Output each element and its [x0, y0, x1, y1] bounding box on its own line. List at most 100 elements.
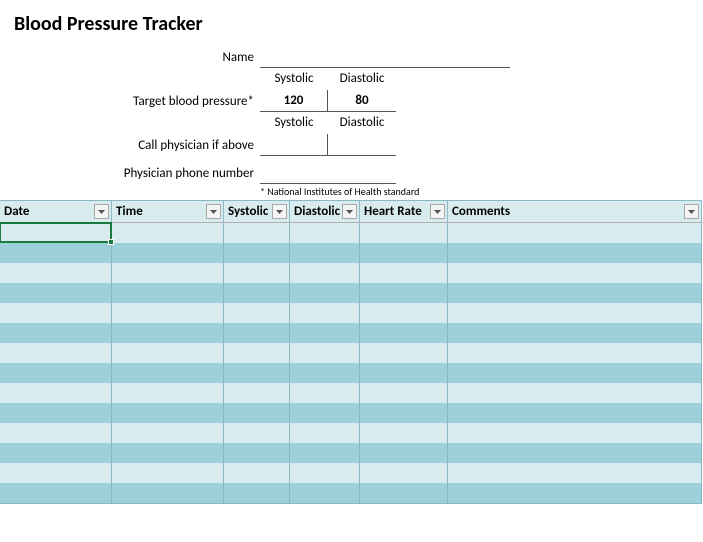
table-cell[interactable] — [112, 463, 224, 483]
name-input[interactable] — [260, 46, 510, 68]
table-cell[interactable] — [224, 463, 290, 483]
table-cell[interactable] — [0, 343, 112, 363]
table-cell[interactable] — [448, 223, 701, 243]
table-cell[interactable] — [112, 483, 224, 503]
table-cell[interactable] — [224, 383, 290, 403]
table-cell[interactable] — [448, 243, 701, 263]
col-header-date[interactable]: Date — [0, 201, 112, 222]
table-cell[interactable] — [224, 363, 290, 383]
table-cell[interactable] — [112, 343, 224, 363]
table-cell[interactable] — [448, 323, 701, 343]
table-cell[interactable] — [0, 303, 112, 323]
table-cell[interactable] — [448, 423, 701, 443]
table-cell[interactable] — [360, 343, 448, 363]
table-cell[interactable] — [360, 363, 448, 383]
table-cell[interactable] — [0, 483, 112, 503]
table-cell[interactable] — [112, 283, 224, 303]
table-cell[interactable] — [224, 343, 290, 363]
table-cell[interactable] — [112, 403, 224, 423]
table-cell[interactable] — [360, 323, 448, 343]
table-cell[interactable] — [112, 243, 224, 263]
table-cell[interactable] — [112, 363, 224, 383]
table-cell[interactable] — [360, 463, 448, 483]
call-diastolic-input[interactable] — [328, 134, 396, 156]
table-cell[interactable] — [290, 483, 360, 503]
table-cell[interactable] — [0, 403, 112, 423]
filter-dropdown-icon[interactable] — [684, 204, 699, 219]
table-cell[interactable] — [360, 303, 448, 323]
table-cell[interactable] — [290, 463, 360, 483]
table-cell[interactable] — [290, 383, 360, 403]
table-cell[interactable] — [0, 463, 112, 483]
table-cell[interactable] — [290, 283, 360, 303]
table-cell[interactable] — [290, 403, 360, 423]
table-cell[interactable] — [224, 403, 290, 423]
col-header-comments[interactable]: Comments — [448, 201, 701, 222]
table-cell[interactable] — [360, 483, 448, 503]
table-cell[interactable] — [360, 263, 448, 283]
table-cell[interactable] — [360, 223, 448, 243]
table-cell[interactable] — [448, 403, 701, 423]
table-cell[interactable] — [290, 423, 360, 443]
table-cell[interactable] — [0, 263, 112, 283]
table-cell[interactable] — [0, 243, 112, 263]
call-systolic-input[interactable] — [260, 134, 328, 156]
table-cell[interactable] — [0, 443, 112, 463]
table-cell[interactable] — [360, 443, 448, 463]
table-cell[interactable] — [360, 283, 448, 303]
phone-input[interactable] — [260, 162, 396, 184]
table-cell[interactable] — [112, 263, 224, 283]
table-cell[interactable] — [0, 223, 112, 243]
table-cell[interactable] — [448, 283, 701, 303]
table-cell[interactable] — [290, 223, 360, 243]
table-cell[interactable] — [224, 303, 290, 323]
col-header-diastolic[interactable]: Diastolic — [290, 201, 360, 222]
table-cell[interactable] — [112, 423, 224, 443]
table-cell[interactable] — [290, 303, 360, 323]
table-cell[interactable] — [0, 283, 112, 303]
table-cell[interactable] — [224, 423, 290, 443]
target-systolic-input[interactable]: 120 — [260, 90, 328, 112]
table-cell[interactable] — [360, 423, 448, 443]
table-cell[interactable] — [224, 223, 290, 243]
table-cell[interactable] — [448, 443, 701, 463]
table-cell[interactable] — [448, 383, 701, 403]
table-cell[interactable] — [224, 263, 290, 283]
table-cell[interactable] — [224, 443, 290, 463]
table-cell[interactable] — [290, 343, 360, 363]
table-cell[interactable] — [0, 423, 112, 443]
filter-dropdown-icon[interactable] — [272, 204, 287, 219]
filter-dropdown-icon[interactable] — [430, 204, 445, 219]
col-header-time[interactable]: Time — [112, 201, 224, 222]
table-cell[interactable] — [448, 463, 701, 483]
table-cell[interactable] — [360, 403, 448, 423]
table-cell[interactable] — [224, 323, 290, 343]
table-cell[interactable] — [360, 383, 448, 403]
table-cell[interactable] — [290, 323, 360, 343]
table-cell[interactable] — [290, 363, 360, 383]
table-cell[interactable] — [448, 343, 701, 363]
filter-dropdown-icon[interactable] — [342, 204, 357, 219]
table-cell[interactable] — [448, 263, 701, 283]
table-cell[interactable] — [448, 303, 701, 323]
target-diastolic-input[interactable]: 80 — [328, 90, 396, 112]
table-cell[interactable] — [290, 443, 360, 463]
col-header-systolic[interactable]: Systolic — [224, 201, 290, 222]
table-cell[interactable] — [224, 243, 290, 263]
filter-dropdown-icon[interactable] — [94, 204, 109, 219]
table-cell[interactable] — [112, 383, 224, 403]
table-cell[interactable] — [448, 363, 701, 383]
table-cell[interactable] — [448, 483, 701, 503]
table-cell[interactable] — [112, 443, 224, 463]
table-cell[interactable] — [224, 483, 290, 503]
col-header-heartrate[interactable]: Heart Rate — [360, 201, 448, 222]
table-cell[interactable] — [224, 283, 290, 303]
table-cell[interactable] — [360, 243, 448, 263]
fill-handle[interactable] — [108, 239, 114, 245]
table-cell[interactable] — [290, 243, 360, 263]
filter-dropdown-icon[interactable] — [206, 204, 221, 219]
table-cell[interactable] — [112, 323, 224, 343]
table-cell[interactable] — [0, 383, 112, 403]
table-cell[interactable] — [112, 303, 224, 323]
table-cell[interactable] — [0, 323, 112, 343]
